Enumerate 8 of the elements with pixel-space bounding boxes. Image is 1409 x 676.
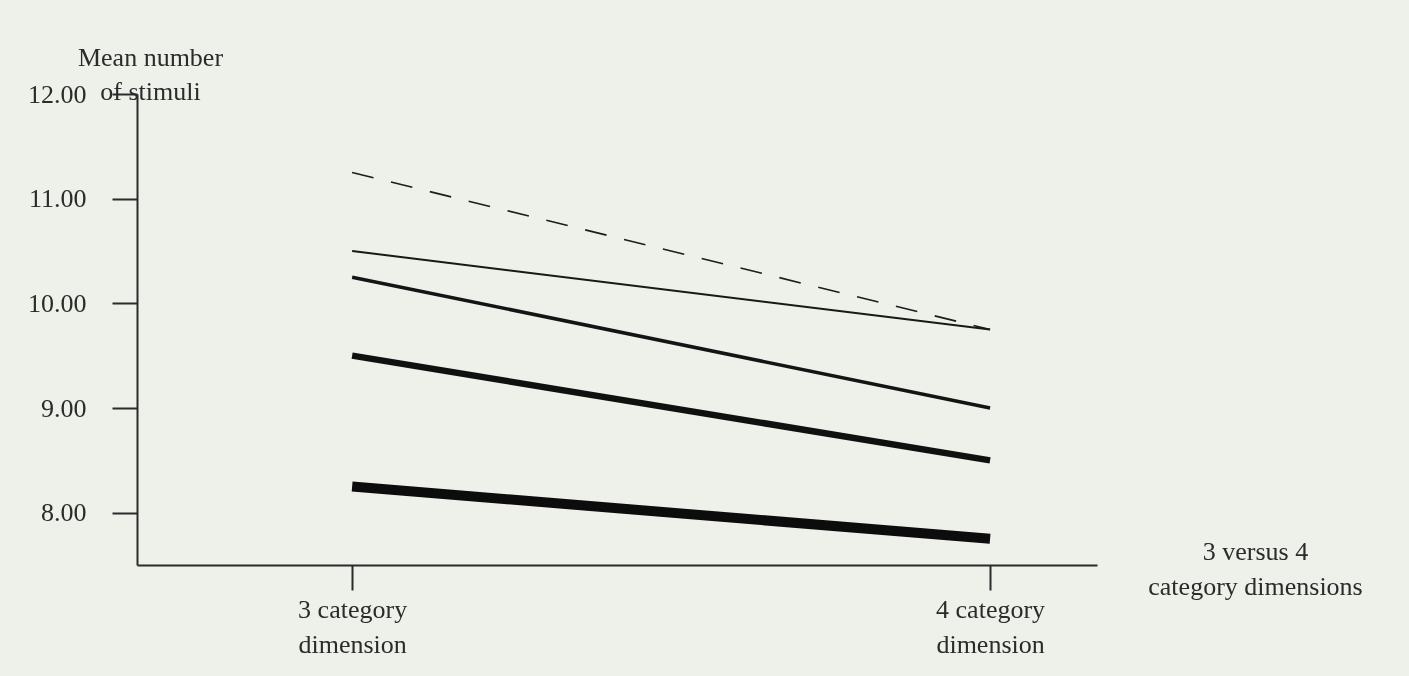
x-tick-label: 4 category dimension [936,594,1046,659]
y-tick-label: 9.00 [41,393,87,423]
x-axis-title: 3 versus 4 category dimensions [1148,536,1363,601]
y-tick-label: 12.00 [28,79,87,109]
y-tick-label: 10.00 [28,288,87,318]
y-tick-label: 11.00 [28,184,87,214]
y-tick-label: 8.00 [41,498,87,528]
x-tick-label: 3 category dimension [298,594,408,659]
